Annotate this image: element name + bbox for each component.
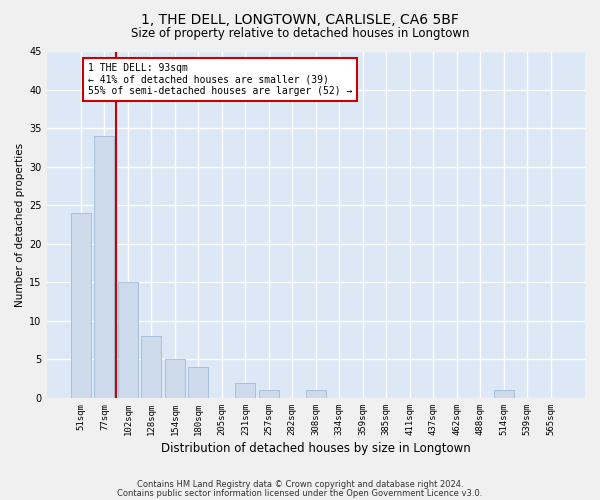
Bar	[71, 213, 91, 398]
Y-axis label: Number of detached properties: Number of detached properties	[15, 142, 25, 307]
Bar	[259, 390, 279, 398]
Bar	[94, 136, 115, 398]
Text: Contains HM Land Registry data © Crown copyright and database right 2024.: Contains HM Land Registry data © Crown c…	[137, 480, 463, 489]
Bar	[142, 336, 161, 398]
Bar	[165, 360, 185, 398]
Bar	[235, 382, 256, 398]
Bar	[306, 390, 326, 398]
Text: 1 THE DELL: 93sqm
← 41% of detached houses are smaller (39)
55% of semi-detached: 1 THE DELL: 93sqm ← 41% of detached hous…	[88, 63, 352, 96]
Bar	[118, 282, 138, 398]
Bar	[494, 390, 514, 398]
X-axis label: Distribution of detached houses by size in Longtown: Distribution of detached houses by size …	[161, 442, 470, 455]
Bar	[188, 367, 208, 398]
Text: 1, THE DELL, LONGTOWN, CARLISLE, CA6 5BF: 1, THE DELL, LONGTOWN, CARLISLE, CA6 5BF	[141, 12, 459, 26]
Text: Contains public sector information licensed under the Open Government Licence v3: Contains public sector information licen…	[118, 488, 482, 498]
Text: Size of property relative to detached houses in Longtown: Size of property relative to detached ho…	[131, 28, 469, 40]
